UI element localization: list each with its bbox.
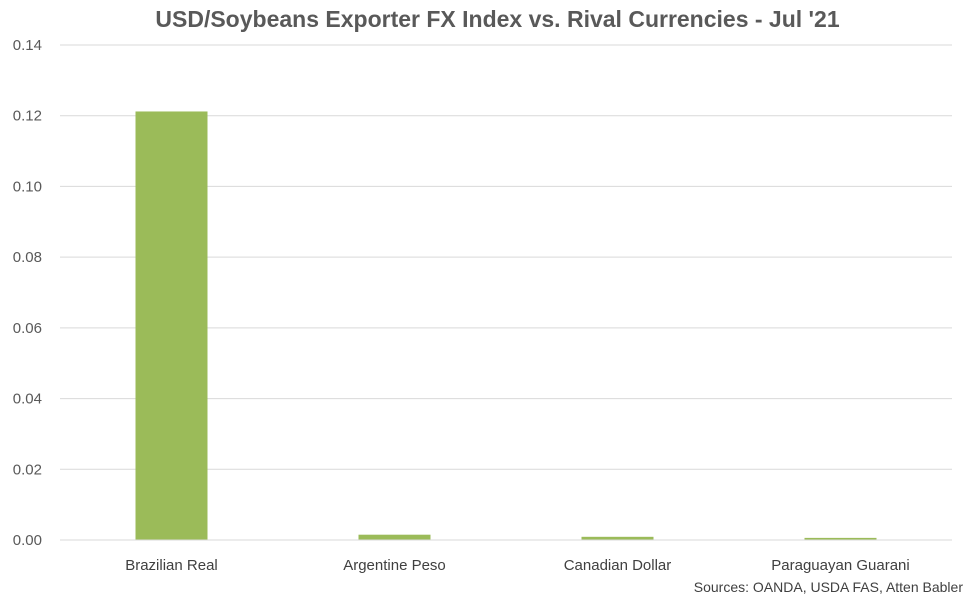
bar bbox=[581, 536, 654, 540]
y-tick-label: 0.10 bbox=[13, 178, 42, 195]
source-note: Sources: OANDA, USDA FAS, Atten Babler bbox=[693, 579, 963, 595]
y-tick-label: 0.00 bbox=[13, 532, 42, 549]
y-tick-label: 0.04 bbox=[13, 391, 42, 408]
bar bbox=[135, 111, 208, 540]
y-tick-label: 0.08 bbox=[13, 249, 42, 266]
chart-title: USD/Soybeans Exporter FX Index vs. Rival… bbox=[155, 6, 840, 32]
x-tick-label: Argentine Peso bbox=[343, 557, 446, 574]
x-tick-label: Brazilian Real bbox=[125, 557, 218, 574]
y-tick-label: 0.02 bbox=[13, 461, 42, 478]
x-tick-label: Paraguayan Guarani bbox=[771, 557, 909, 574]
bar bbox=[804, 537, 877, 540]
y-tick-label: 0.12 bbox=[13, 108, 42, 125]
y-tick-label: 0.06 bbox=[13, 320, 42, 337]
y-tick-label: 0.14 bbox=[13, 37, 42, 54]
x-tick-label: Canadian Dollar bbox=[564, 557, 672, 574]
bar bbox=[358, 534, 431, 540]
